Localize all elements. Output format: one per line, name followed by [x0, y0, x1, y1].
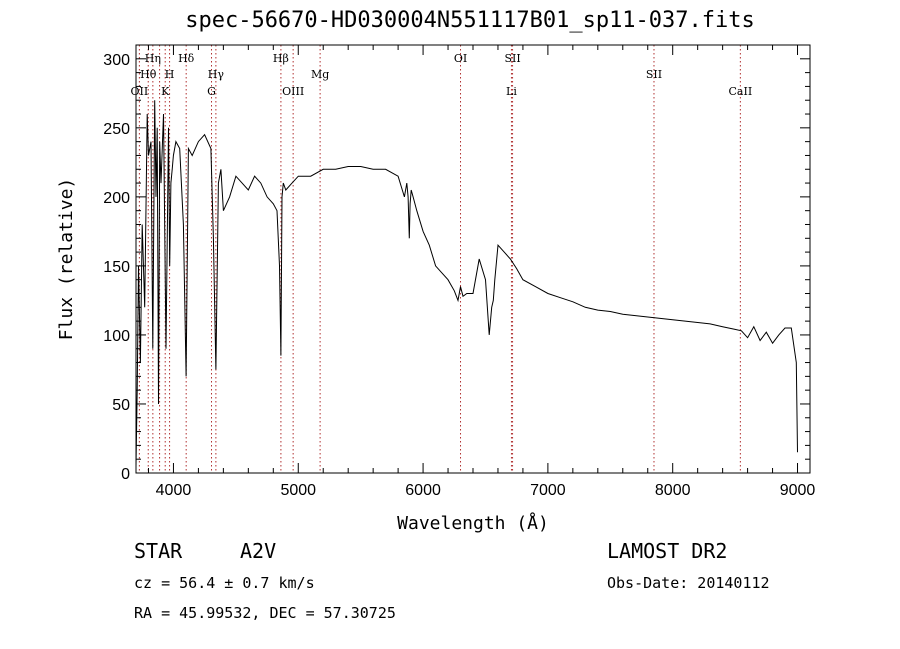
coordinates: RA = 45.99532, DEC = 57.30725 — [134, 604, 396, 622]
y-tick-label: 150 — [103, 259, 130, 276]
line-annotation: SII — [504, 52, 520, 65]
line-annotation: Hδ — [178, 52, 195, 65]
x-axis-label: Wavelength (Å) — [397, 512, 549, 534]
line-annotation: OII — [131, 85, 149, 98]
line-annotation: Hβ — [273, 52, 289, 65]
object-type: STAR — [134, 539, 183, 563]
survey-name: LAMOST DR2 — [607, 539, 728, 563]
plot-frame — [135, 44, 811, 474]
x-tick-label: 5000 — [280, 482, 316, 499]
line-annotation: Hγ — [208, 68, 225, 81]
x-tick-label: 4000 — [156, 482, 192, 499]
obs-date: Obs-Date: 20140112 — [607, 574, 770, 592]
line-annotation: OIII — [282, 85, 304, 98]
line-annotation: Hθ — [140, 68, 157, 81]
spectrum-line — [135, 100, 798, 467]
x-tick-label: 8000 — [655, 482, 691, 499]
line-annotation: K — [161, 85, 170, 98]
line-annotation: Mg — [311, 68, 329, 81]
line-annotation: G — [207, 85, 216, 98]
y-axis-label: Flux (relative) — [56, 178, 77, 341]
y-tick-label: 300 — [103, 52, 130, 69]
line-annotation: Li — [506, 85, 517, 98]
y-tick-label: 200 — [103, 190, 130, 207]
y-tick-label: 250 — [103, 121, 130, 138]
y-tick-label: 0 — [121, 466, 130, 483]
line-annotation: Hη — [145, 52, 161, 65]
x-tick-label: 9000 — [780, 482, 816, 499]
chart-title: spec-56670-HD030004N551117B01_sp11-037.f… — [185, 8, 755, 33]
line-annotation: H — [165, 68, 175, 81]
line-annotation: SII — [646, 68, 662, 81]
y-tick-label: 50 — [112, 397, 130, 414]
redshift-cz: cz = 56.4 ± 0.7 km/s — [134, 574, 315, 592]
line-annotation: CaII — [729, 85, 753, 98]
y-tick-label: 100 — [103, 328, 130, 345]
x-tick-label: 6000 — [405, 482, 441, 499]
subclass: A2V — [240, 539, 277, 563]
x-tick-label: 7000 — [530, 482, 566, 499]
line-annotation: OI — [454, 52, 467, 65]
